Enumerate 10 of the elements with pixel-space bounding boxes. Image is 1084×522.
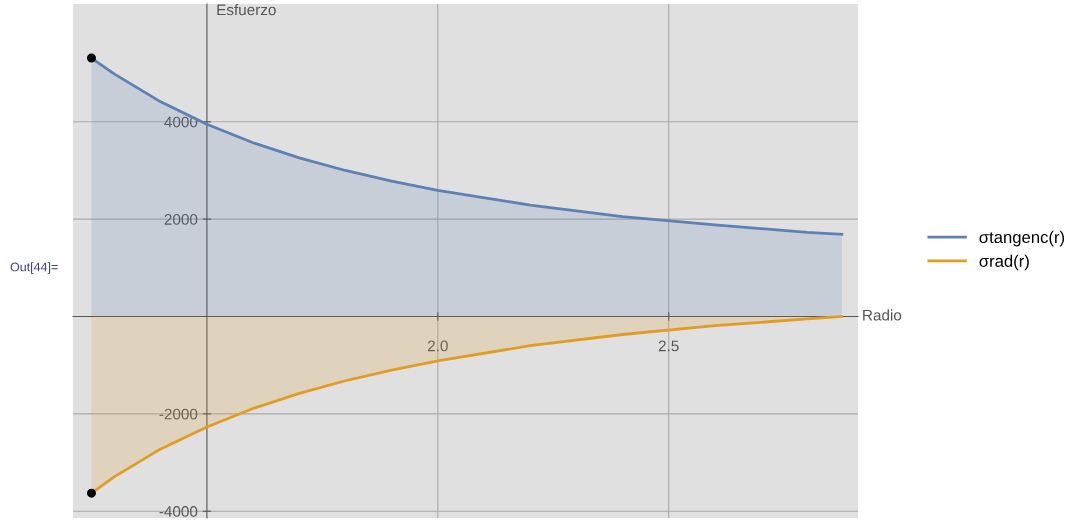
text: Out[44]= [10,262,58,274]
y-tick-label: 2000 [164,214,198,225]
x-tick-label: 2.0 [427,340,448,352]
y-axis-title: Esfuerzo [217,4,276,16]
x-tick-label: 2.5 [658,340,679,352]
legend-label: σrad(r) [979,254,1029,271]
y-tick-label: -4000 [159,506,198,517]
legend-label: σtangenc(r) [979,230,1065,247]
y-tick-label: -2000 [159,408,198,420]
x-axis-title: Radio [863,309,902,321]
